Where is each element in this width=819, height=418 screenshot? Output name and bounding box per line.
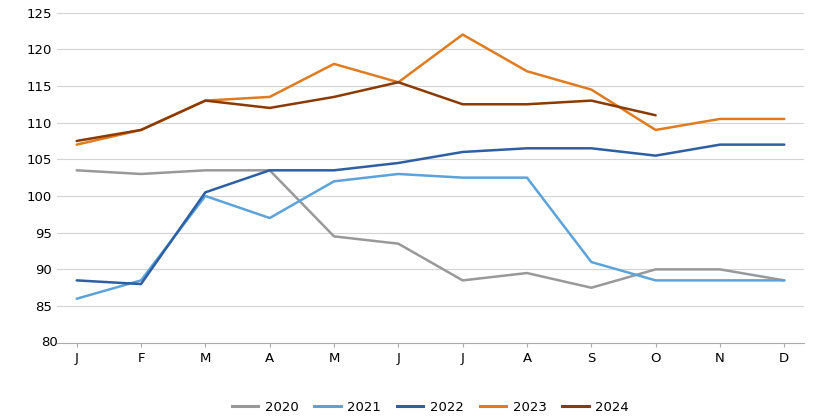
2021	[72, 296, 82, 301]
2023	[200, 98, 210, 103]
2022	[457, 150, 467, 155]
2020	[714, 267, 724, 272]
2020	[328, 234, 338, 239]
2024	[328, 94, 338, 99]
2022	[714, 142, 724, 147]
2021	[136, 278, 146, 283]
2022	[522, 146, 532, 151]
2023	[522, 69, 532, 74]
2024	[136, 127, 146, 133]
2021	[457, 175, 467, 180]
2023	[650, 127, 660, 133]
2020	[72, 168, 82, 173]
Legend: 2020, 2021, 2022, 2023, 2024: 2020, 2021, 2022, 2023, 2024	[226, 395, 634, 418]
2020	[457, 278, 467, 283]
Line: 2022: 2022	[77, 145, 783, 284]
2022	[265, 168, 274, 173]
2020	[393, 241, 403, 246]
2021	[522, 175, 532, 180]
2021	[586, 260, 595, 265]
2024	[393, 80, 403, 85]
2020	[136, 171, 146, 176]
2024	[522, 102, 532, 107]
2023	[586, 87, 595, 92]
Line: 2020: 2020	[77, 170, 783, 288]
2022	[136, 282, 146, 287]
2021	[328, 179, 338, 184]
2022	[778, 142, 788, 147]
2022	[200, 190, 210, 195]
2023	[136, 127, 146, 133]
2021	[200, 194, 210, 199]
2023	[393, 80, 403, 85]
2020	[265, 168, 274, 173]
2022	[393, 161, 403, 166]
2020	[586, 285, 595, 290]
2020	[778, 278, 788, 283]
2023	[457, 32, 467, 37]
2023	[328, 61, 338, 66]
2024	[586, 98, 595, 103]
2024	[265, 105, 274, 110]
2021	[393, 171, 403, 176]
2021	[778, 278, 788, 283]
2022	[586, 146, 595, 151]
2020	[650, 267, 660, 272]
2023	[265, 94, 274, 99]
Line: 2021: 2021	[77, 174, 783, 299]
Text: 80: 80	[41, 336, 57, 349]
2020	[522, 270, 532, 275]
2021	[650, 278, 660, 283]
Line: 2024: 2024	[77, 82, 655, 141]
2023	[778, 117, 788, 122]
Line: 2023: 2023	[77, 35, 783, 145]
2022	[72, 278, 82, 283]
2024	[72, 138, 82, 143]
2024	[457, 102, 467, 107]
2020	[200, 168, 210, 173]
2024	[200, 98, 210, 103]
2022	[328, 168, 338, 173]
2023	[714, 117, 724, 122]
2024	[650, 113, 660, 118]
2023	[72, 142, 82, 147]
2021	[714, 278, 724, 283]
2022	[650, 153, 660, 158]
2021	[265, 216, 274, 221]
